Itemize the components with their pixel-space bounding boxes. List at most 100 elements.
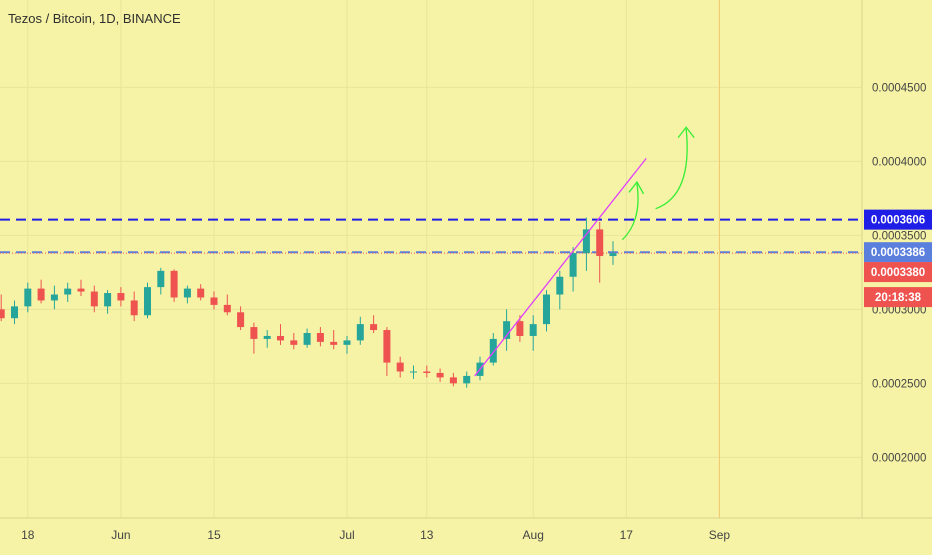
candle-body [436, 372, 444, 378]
candle-body [50, 294, 58, 301]
last-price-tag-bg [864, 262, 932, 283]
price-tick-label: 0.0003000 [872, 304, 926, 316]
time-tick-label: 13 [420, 528, 434, 542]
time-tick-label: Jun [111, 528, 130, 542]
candle-body [290, 340, 298, 345]
candle [157, 267, 165, 295]
candle [449, 372, 457, 387]
candle [37, 279, 45, 304]
last-price-tag: 0.0003380 [864, 262, 932, 283]
candle [343, 335, 351, 354]
candle [117, 287, 125, 307]
candle [436, 368, 444, 382]
candle [370, 315, 378, 333]
projection-arrow-long[interactable] [655, 128, 688, 210]
time-tick-label: Sep [709, 528, 731, 542]
candle [516, 315, 524, 342]
resistance-price-tag-text: 0.0003606 [871, 215, 925, 227]
candle-body [130, 300, 138, 316]
candle [50, 285, 58, 310]
candle [316, 327, 324, 347]
resistance-price-tag-bg [864, 209, 932, 230]
candle [569, 247, 577, 292]
countdown-tag-bg [864, 287, 932, 308]
candle [197, 284, 205, 301]
support-price-tag-bg [864, 242, 932, 263]
candle-body [503, 321, 511, 339]
candle-body [250, 327, 258, 339]
candle [0, 294, 5, 322]
candle [596, 222, 604, 283]
last-price-tag-text: 0.0003380 [871, 267, 925, 279]
candle-body [543, 294, 550, 325]
horizontal-levels [0, 218, 862, 254]
candle-body [582, 229, 590, 254]
resistance-price-tag: 0.0003606 [864, 209, 932, 230]
candle-body [277, 335, 284, 341]
drawings [474, 126, 695, 377]
arrow-head-long [677, 126, 695, 139]
candle-body [64, 288, 72, 295]
price-tick-label: 0.0003500 [872, 230, 926, 242]
candle [503, 309, 511, 351]
candle [210, 291, 218, 310]
candle [303, 328, 311, 348]
countdown-tag-text: 20:18:38 [875, 292, 922, 304]
candle-body [569, 253, 577, 277]
candle-body [396, 362, 404, 372]
candle [11, 300, 18, 325]
candle [77, 279, 85, 296]
candle [356, 316, 364, 345]
candle-body [0, 309, 5, 319]
price-tick-label: 0.0004500 [872, 82, 926, 94]
projection-arrow-short[interactable] [621, 183, 639, 241]
candles [0, 217, 617, 388]
time-tick-label: Jul [339, 528, 354, 542]
candle-body [197, 288, 205, 298]
candle-body [356, 324, 364, 341]
price-tick-label: 0.0002500 [872, 378, 926, 390]
time-tick-label: 17 [620, 528, 634, 542]
candle [543, 290, 550, 332]
candle-body [489, 338, 497, 363]
candle-body [370, 324, 378, 331]
candle [183, 285, 191, 304]
grid [0, 0, 862, 518]
trendline[interactable] [474, 157, 647, 377]
candle-body [596, 229, 604, 257]
candle-body [37, 288, 45, 301]
candle-body [423, 371, 431, 373]
candle [330, 330, 338, 350]
candle [529, 315, 537, 351]
candle-body [210, 297, 218, 305]
candle [263, 330, 271, 348]
candle [290, 333, 298, 350]
candle [383, 327, 391, 376]
candle-body [516, 321, 524, 336]
time-tick-label: 15 [207, 528, 221, 542]
candle-body [11, 306, 18, 319]
candle-body [330, 341, 338, 345]
candle [144, 282, 151, 319]
candle-body [316, 333, 324, 342]
price-tick-label: 0.0002000 [872, 452, 926, 464]
candle [410, 365, 417, 379]
candle-body [24, 288, 32, 307]
candle [90, 285, 98, 313]
candle-body [90, 291, 98, 307]
candle [237, 306, 245, 331]
candle-body [170, 270, 178, 298]
candle-body [144, 287, 151, 316]
candle-body [343, 340, 351, 345]
candle [250, 322, 258, 354]
support-price-tag: 0.0003386 [864, 242, 932, 263]
candle [489, 333, 497, 366]
candle [223, 294, 231, 316]
candle [609, 241, 617, 265]
candle-body [303, 333, 311, 345]
candle [556, 270, 564, 310]
candle [170, 269, 178, 302]
time-tick-label: Aug [523, 528, 544, 542]
